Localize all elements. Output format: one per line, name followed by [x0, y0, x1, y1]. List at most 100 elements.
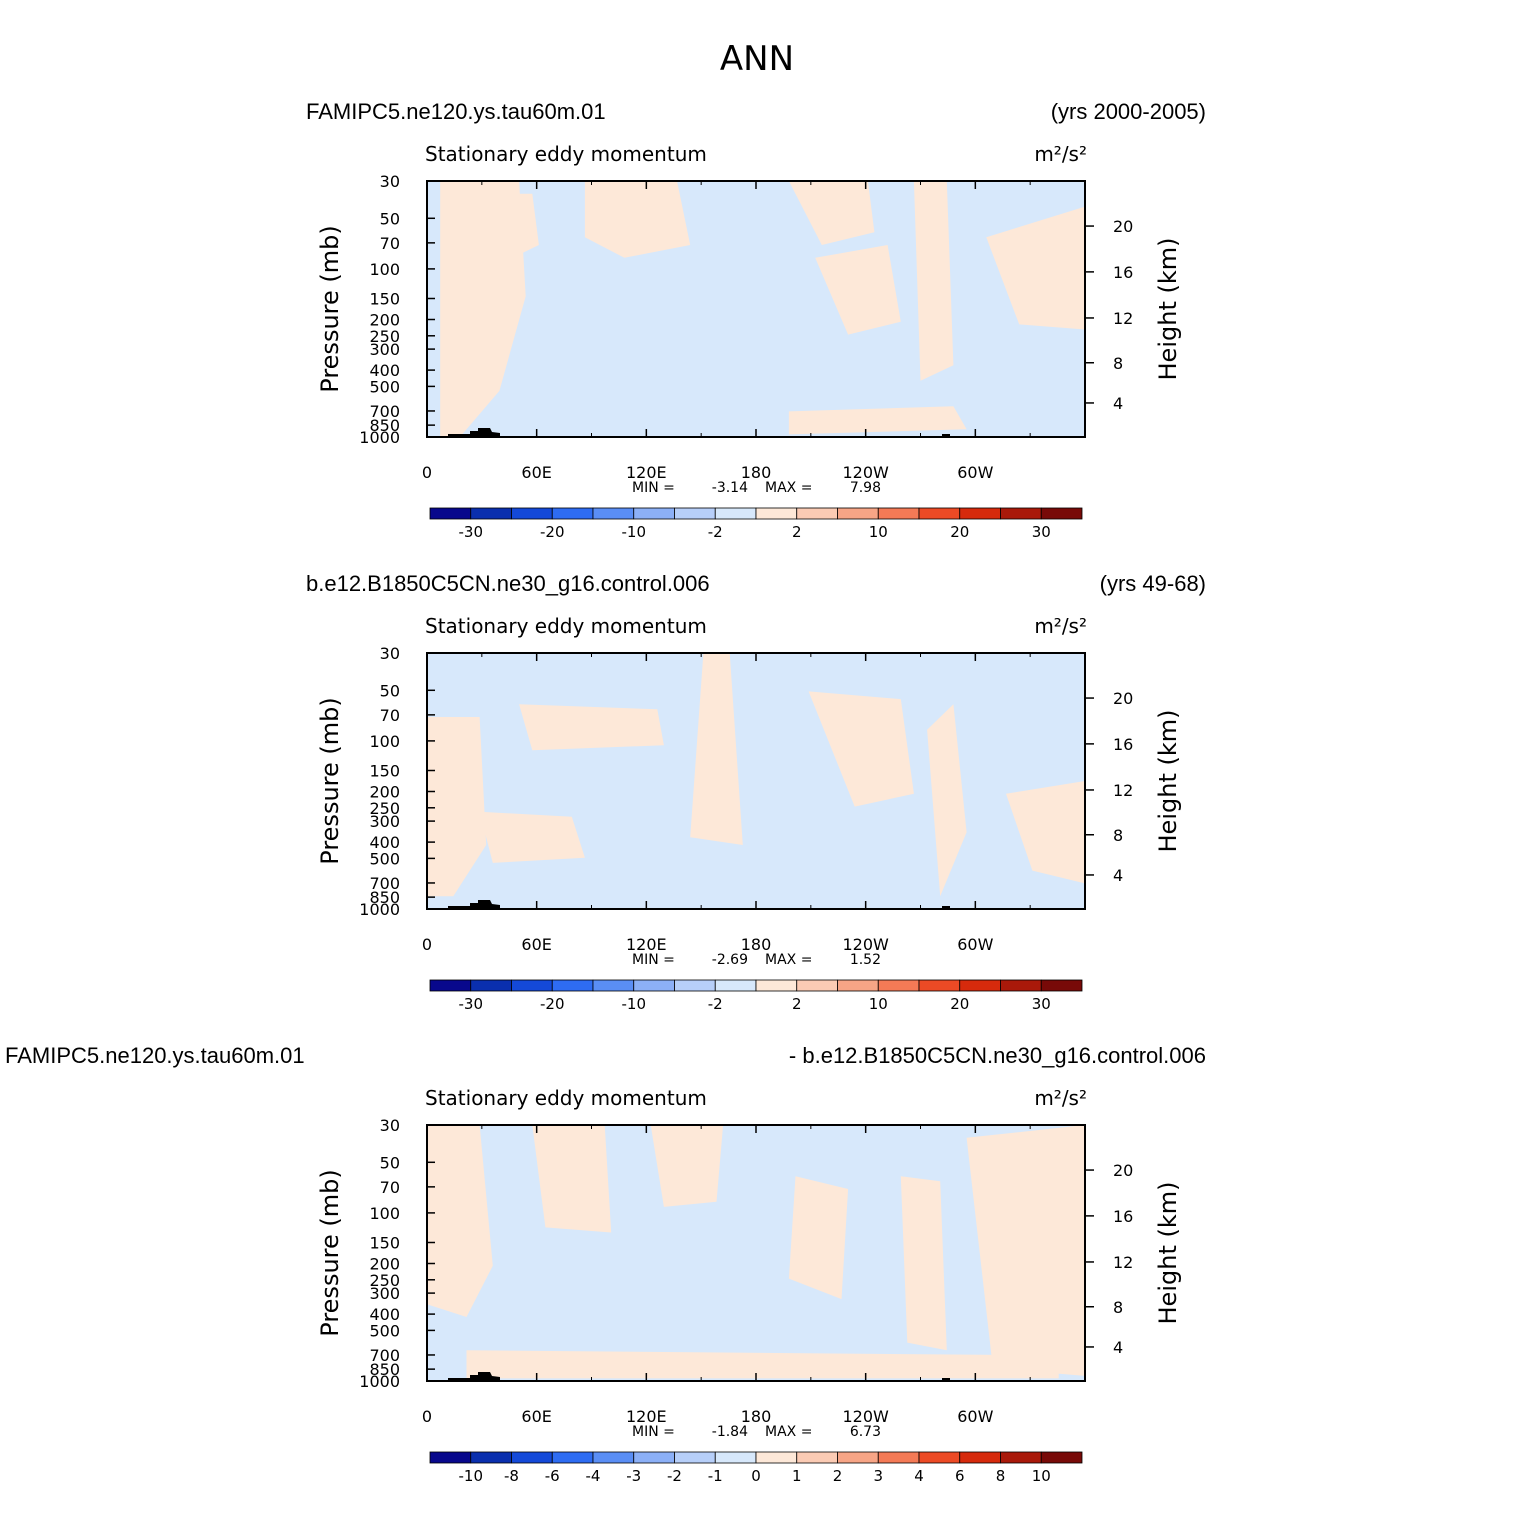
positive-contour-region: [427, 717, 487, 897]
colorbar-swatch: [837, 507, 879, 520]
max-value: 6.73: [850, 1424, 881, 1440]
figure-title: ANN: [720, 39, 794, 79]
y-tick-label: 300: [369, 812, 400, 831]
colorbar-label: -20: [540, 995, 565, 1013]
height-tick-label: 20: [1113, 689, 1133, 708]
colorbar-swatch: [796, 979, 838, 992]
colorbar-swatch: [796, 507, 838, 520]
colorbar-swatch: [1040, 507, 1083, 520]
colorbar-swatch: [674, 979, 716, 992]
height-tick-label: 8: [1113, 354, 1123, 373]
colorbar-swatch: [755, 507, 798, 520]
panel-3: FAMIPC5.ne120.ys.tau60m.01 - b.e12.B1850C…: [5, 1043, 1206, 1485]
positive-contour-region: [506, 193, 539, 258]
y-tick-label: 500: [369, 377, 400, 396]
colorbar-label: -1: [708, 1467, 723, 1485]
colorbar-label: 10: [869, 995, 888, 1013]
positive-contour-region: [466, 1350, 1059, 1379]
colorbar-label: -3: [626, 1467, 641, 1485]
y-tick-label: 300: [369, 1284, 400, 1303]
x-tick-label: 120E: [626, 1407, 667, 1426]
colorbar-swatch: [1000, 507, 1042, 520]
terrain-africa: [448, 900, 500, 909]
colorbar-label: -2: [667, 1467, 682, 1485]
height-tick-label: 12: [1113, 781, 1133, 800]
colorbar-label: -10: [459, 1467, 484, 1485]
colorbar-label: 30: [1032, 995, 1051, 1013]
plot-area: [427, 181, 1085, 437]
height-axis-title: Height (km): [1154, 1182, 1182, 1325]
colorbar-label: -2: [708, 523, 723, 541]
y-tick-label: 150: [369, 761, 400, 780]
positive-contour-region: [808, 691, 914, 807]
colorbar-label: 1: [792, 1467, 802, 1485]
colorbar-label: 10: [1032, 1467, 1051, 1485]
colorbar-swatch: [918, 1451, 961, 1464]
run-label-left: FAMIPC5.ne120.ys.tau60m.01: [5, 1043, 305, 1068]
run-label-right: - b.e12.B1850C5CN.ne30_g16.control.006: [789, 1043, 1206, 1068]
y-tick-label: 50: [380, 209, 400, 228]
colorbar-swatch: [511, 507, 553, 520]
terrain-africa: [448, 1372, 500, 1381]
max-label: MAX =: [765, 1424, 812, 1440]
colorbar-swatch: [470, 507, 512, 520]
run-label-right: (yrs 2000-2005): [1051, 99, 1206, 124]
min-label: MIN =: [632, 480, 675, 496]
y-tick-label: 500: [369, 1321, 400, 1340]
y-tick-label: 300: [369, 340, 400, 359]
colorbar-swatch: [429, 1451, 472, 1464]
y-tick-label: 250: [369, 327, 400, 346]
colorbar-label: 2: [792, 523, 802, 541]
colorbar-swatch: [429, 979, 472, 992]
colorbar-swatch: [592, 979, 635, 992]
positive-contour-region: [966, 1125, 1085, 1376]
height-axis-title: Height (km): [1154, 710, 1182, 853]
colorbar-swatch: [918, 507, 961, 520]
y-tick-label: 1000: [359, 900, 400, 919]
positive-contour-region: [519, 704, 664, 751]
colorbar-swatch: [429, 507, 472, 520]
colorbar-label: 10: [869, 523, 888, 541]
colorbar-swatch: [551, 507, 594, 520]
height-tick-label: 4: [1113, 866, 1123, 885]
units-label: m²/s²: [1034, 142, 1087, 166]
colorbar-swatch: [1040, 979, 1083, 992]
y-tick-label: 150: [369, 289, 400, 308]
x-tick-label: 60W: [957, 1407, 993, 1426]
y-tick-label: 400: [369, 833, 400, 852]
y-tick-label: 30: [380, 644, 400, 663]
height-tick-label: 16: [1113, 263, 1133, 282]
height-tick-label: 12: [1113, 309, 1133, 328]
colorbar-swatch: [918, 979, 961, 992]
x-tick-label: 0: [422, 463, 432, 482]
y-axis-title: Pressure (mb): [316, 1169, 344, 1336]
max-value: 7.98: [850, 480, 881, 496]
colorbar-label: 3: [873, 1467, 883, 1485]
height-tick-label: 12: [1113, 1253, 1133, 1272]
positive-contour-region: [986, 206, 1085, 330]
colorbar-label: 6: [955, 1467, 965, 1485]
colorbar-swatch: [877, 1451, 920, 1464]
colorbar-swatch: [633, 1451, 675, 1464]
y-tick-label: 1000: [359, 428, 400, 447]
colorbar-label: 0: [751, 1467, 761, 1485]
colorbar-swatch: [877, 507, 920, 520]
colorbar-swatch: [470, 1451, 512, 1464]
positive-contour-region: [788, 406, 967, 435]
y-tick-label: 700: [369, 1346, 400, 1365]
y-tick-label: 50: [380, 1153, 400, 1172]
terrain-andes: [942, 906, 950, 909]
y-axis-title: Pressure (mb): [316, 225, 344, 392]
y-tick-label: 70: [380, 234, 400, 253]
positive-contour-region: [650, 1125, 724, 1207]
colorbar-swatch: [551, 1451, 594, 1464]
colorbar-swatch: [511, 979, 553, 992]
colorbar-label: -10: [622, 995, 647, 1013]
units-label: m²/s²: [1034, 1086, 1087, 1110]
y-tick-label: 200: [369, 1255, 400, 1274]
positive-contour-region: [584, 181, 691, 258]
y-tick-label: 70: [380, 1178, 400, 1197]
positive-contour-region: [815, 245, 901, 335]
max-label: MAX =: [765, 480, 812, 496]
